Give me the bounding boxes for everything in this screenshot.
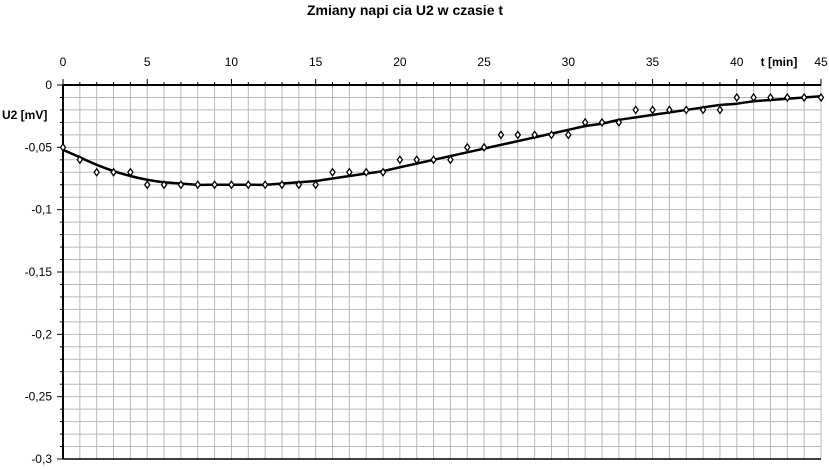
data-point xyxy=(750,92,757,103)
data-point xyxy=(177,180,185,190)
x-tick-label: 0 xyxy=(60,55,67,69)
data-point xyxy=(800,92,808,103)
y-tick-label: -0,1 xyxy=(31,203,52,217)
x-tick-label: 5 xyxy=(144,55,151,69)
data-point xyxy=(531,130,538,140)
y-tick-label: -0,15 xyxy=(25,265,53,279)
data-point xyxy=(733,92,741,103)
chart-title: Zmiany napi cia U2 w czasie t xyxy=(307,2,503,18)
data-point xyxy=(244,180,252,190)
data-point xyxy=(194,180,202,190)
y-tick-label: -0,05 xyxy=(25,140,53,154)
data-point xyxy=(211,180,218,190)
data-point xyxy=(767,92,774,103)
data-point xyxy=(497,130,505,140)
data-point xyxy=(632,105,640,115)
data-point xyxy=(295,180,303,190)
data-point xyxy=(312,180,319,190)
y-tick-label: -0,2 xyxy=(31,327,52,341)
data-point xyxy=(447,155,454,165)
data-point xyxy=(784,92,791,103)
data-point xyxy=(548,130,555,140)
data-point xyxy=(598,117,606,128)
x-tick-label: 25 xyxy=(477,55,491,69)
data-point xyxy=(565,130,572,140)
data-point xyxy=(160,180,168,190)
data-point xyxy=(413,155,421,165)
x-tick-label: 10 xyxy=(225,55,239,69)
data-point xyxy=(716,105,724,115)
data-point xyxy=(346,167,353,177)
data-point xyxy=(615,117,623,128)
y-tick-label: -0,25 xyxy=(25,390,53,404)
data-point xyxy=(817,92,825,103)
data-point xyxy=(93,167,100,177)
x-tick-label: 15 xyxy=(309,55,323,69)
data-point xyxy=(396,155,404,165)
data-point xyxy=(110,167,117,177)
data-points xyxy=(59,92,825,190)
data-point xyxy=(228,180,235,190)
data-point xyxy=(362,167,370,177)
data-point xyxy=(480,142,488,152)
y-tick-labels: 0 -0,05 -0,1 -0,15 -0,2 -0,25 -0,3 xyxy=(25,78,53,466)
grid xyxy=(62,84,822,460)
y-axis-label: U2 [mV] xyxy=(2,108,47,122)
data-point xyxy=(278,180,286,190)
x-tick-label: 40 xyxy=(730,55,744,69)
data-point xyxy=(430,155,437,165)
data-point xyxy=(581,117,589,128)
x-axis-label: t [min] xyxy=(761,55,798,69)
data-point xyxy=(682,105,690,115)
data-point xyxy=(329,167,336,177)
x-tick-labels: 0 5 10 15 20 25 30 35 40 45 xyxy=(60,55,828,69)
data-point xyxy=(379,167,387,177)
data-point xyxy=(143,180,151,190)
data-point xyxy=(261,180,269,190)
data-point xyxy=(463,142,471,152)
data-point xyxy=(699,105,707,115)
data-point xyxy=(59,142,67,152)
trendline xyxy=(62,94,822,187)
data-point xyxy=(514,130,522,140)
x-tick-label: 35 xyxy=(646,55,660,69)
x-tick-label: 20 xyxy=(393,55,407,69)
y-tick-label: -0,3 xyxy=(31,452,52,466)
data-point xyxy=(76,155,84,165)
x-tick-label: 30 xyxy=(562,55,576,69)
data-point xyxy=(127,167,134,177)
data-point xyxy=(649,105,656,115)
x-tick-label: 45 xyxy=(814,55,828,69)
axes xyxy=(57,79,822,460)
data-point xyxy=(666,105,673,115)
y-tick-label: 0 xyxy=(45,78,52,92)
